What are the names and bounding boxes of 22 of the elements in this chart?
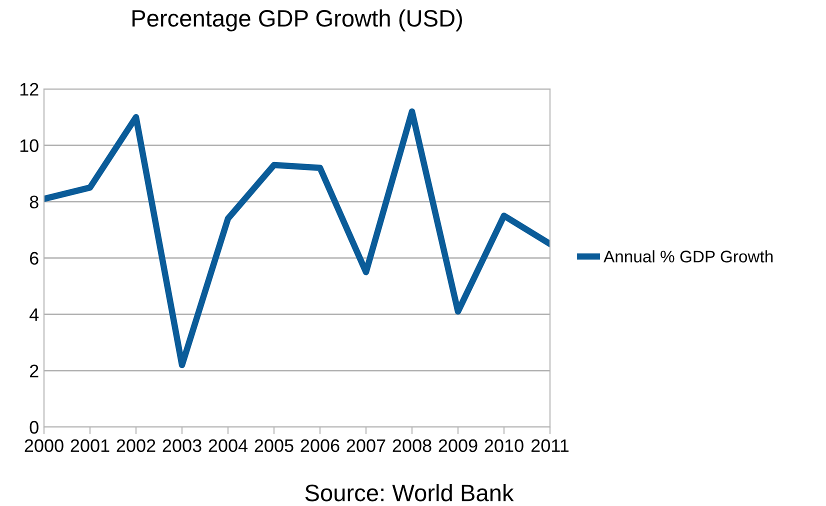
source-note: Source: World Bank: [305, 484, 514, 502]
y-tick-label: 2: [30, 364, 38, 378]
x-tick-label: 2001: [70, 439, 110, 452]
x-tick-label: 2009: [438, 439, 478, 452]
x-tick-label: 2006: [300, 439, 340, 452]
x-tick-label: 2000: [24, 439, 64, 452]
x-tick-label: 2011: [531, 439, 569, 452]
y-tick-label: 6: [30, 252, 38, 265]
x-tick-label: 2003: [162, 439, 202, 452]
legend-label: Annual % GDP Growth: [604, 250, 773, 262]
y-tick-label: 12: [20, 82, 38, 96]
y-tick-label: 4: [30, 308, 39, 321]
x-tick-label: 2004: [208, 439, 248, 452]
x-tick-label: 2010: [484, 439, 524, 452]
y-tick-label: 8: [30, 196, 38, 208]
chart-title: Percentage GDP Growth (USD): [132, 9, 462, 32]
x-tick-label: 2007: [346, 439, 386, 452]
y-tick-label: 0: [30, 420, 38, 434]
x-tick-label: 2002: [116, 439, 156, 452]
x-tick-label: 2005: [254, 439, 294, 452]
x-tick-label: 2008: [392, 439, 432, 452]
y-tick-label: 10: [20, 139, 38, 152]
